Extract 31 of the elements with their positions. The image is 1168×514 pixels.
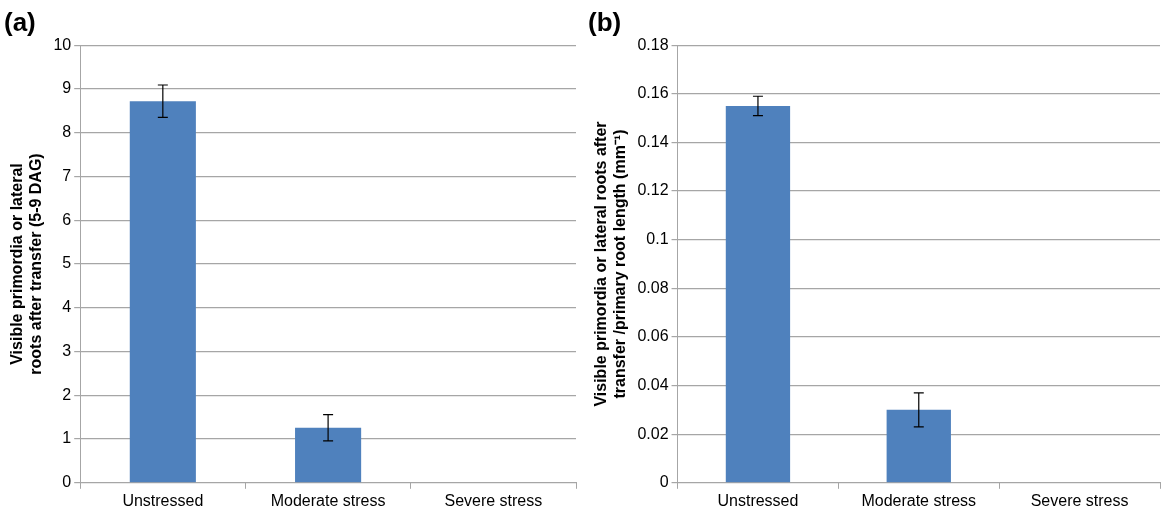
y-tick-label: 0.16 bbox=[637, 84, 669, 102]
y-tick-label: 0 bbox=[659, 473, 669, 491]
y-tick-label: 0 bbox=[62, 473, 72, 491]
y-axis-title: Visible primordia or lateral roots after transfer (5-9 DAG) bbox=[8, 153, 45, 375]
y-tick-label: 0.14 bbox=[637, 132, 669, 150]
y-tick-label: 8 bbox=[62, 123, 72, 141]
y-tick-label: 0.08 bbox=[637, 278, 669, 296]
y-tick-label: 0.18 bbox=[637, 35, 669, 53]
x-tick-label: Unstressed bbox=[122, 491, 204, 509]
y-tick-label: 3 bbox=[62, 341, 72, 359]
x-tick-label: Moderate stress bbox=[861, 491, 977, 509]
y-tick-label: 7 bbox=[62, 166, 72, 184]
y-tick-label: 6 bbox=[62, 210, 72, 228]
x-tick-label: Severe stress bbox=[1030, 491, 1129, 509]
y-tick-label: 10 bbox=[53, 35, 72, 53]
y-tick-label: 0.1 bbox=[646, 230, 669, 248]
x-tick-label: Unstressed bbox=[717, 491, 799, 509]
chart-title: (b) bbox=[588, 6, 622, 37]
y-axis-title: Visible primordia or lateral roots after transfer /primary root length (mm⁻¹) bbox=[592, 121, 629, 407]
x-tick-label: Severe stress bbox=[444, 491, 543, 509]
y-tick-label: 0.12 bbox=[637, 181, 669, 199]
y-tick-label: 9 bbox=[62, 79, 72, 97]
y-tick-label: 4 bbox=[62, 298, 72, 316]
y-tick-label: 5 bbox=[62, 254, 72, 272]
y-tick-label: 1 bbox=[62, 429, 72, 447]
y-tick-label: 0.06 bbox=[637, 327, 669, 345]
y-tick-label: 0.02 bbox=[637, 424, 669, 442]
y-tick-label: 2 bbox=[62, 385, 72, 403]
x-tick-label: Moderate stress bbox=[270, 491, 386, 509]
y-tick-label: 0.04 bbox=[637, 375, 669, 393]
chart-title: (a) bbox=[4, 6, 36, 37]
